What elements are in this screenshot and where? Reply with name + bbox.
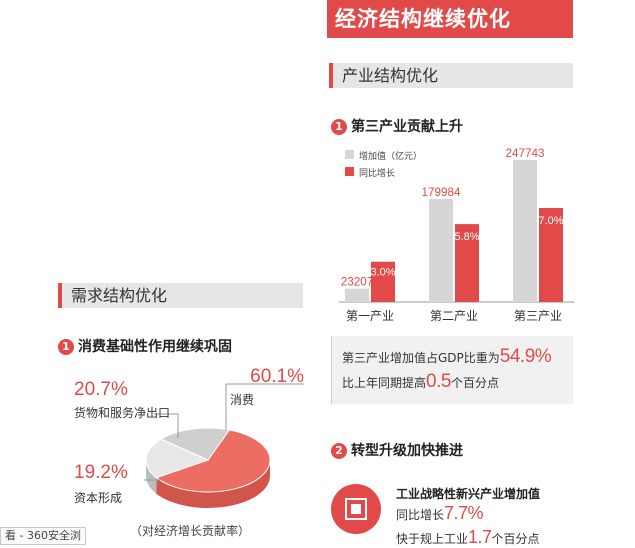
- leader-line: [154, 413, 179, 438]
- main-title: 经济结构继续优化: [327, 0, 573, 38]
- legend-swatch-growth: [345, 167, 354, 176]
- legend-label-growth: 同比增长: [359, 167, 395, 179]
- pie-chart: 60.1% 消费 20.7% 货物和服务净出口 19.2% 资本形成: [74, 366, 304, 508]
- bar-category-label: 第一产业: [346, 309, 394, 323]
- pie-slice-label: 货物和服务净出口: [74, 405, 170, 420]
- industry-item1-title: 第三产业贡献上升: [351, 119, 463, 135]
- pie-slice: [155, 429, 271, 493]
- pie-slice-side: [156, 460, 270, 508]
- section-bar-industry: 产业结构优化: [329, 63, 573, 88]
- chip-icon-frame: [345, 498, 367, 520]
- bar-value: [345, 288, 369, 302]
- industry-item2-heading: 2 转型升级加快推进: [331, 440, 463, 460]
- industry-item2-line2-prefix: 快于规上工业: [396, 532, 469, 546]
- pie-value-label: 60.1%: [250, 366, 304, 387]
- bar-growth: [371, 261, 395, 302]
- section-title-demand: 需求结构优化: [71, 286, 168, 305]
- industry-item2-line1-prefix: 同比增长: [396, 508, 445, 522]
- pie-value-label: 19.2%: [74, 462, 128, 483]
- note-line-1: 第三产业增加值占GDP比重为54.9%: [342, 346, 552, 368]
- number-badge: 2: [331, 443, 347, 459]
- bar-value: [513, 160, 537, 302]
- chip-icon-core: [351, 504, 361, 514]
- browser-tooltip: 看 - 360安全浏: [0, 527, 86, 545]
- note-line1-value: 54.9%: [499, 346, 552, 367]
- industry-item2-line-2: 快于规上工业1.7个百分点: [396, 527, 540, 548]
- industry-item2-line2-suffix: 个百分点: [491, 532, 540, 546]
- legend-label-value: 增加值（亿元）: [359, 150, 422, 162]
- bar-value-label: 247743: [506, 146, 545, 160]
- bar-category-label: 第二产业: [430, 309, 478, 323]
- industry-item2-line1-value: 7.7%: [444, 503, 484, 523]
- demand-item1-title: 消费基础性作用继续巩固: [78, 339, 232, 355]
- bar-value-label: 23207: [341, 275, 374, 289]
- note-line1-prefix: 第三产业增加值占GDP比重为: [342, 351, 500, 365]
- note-line-2: 比上年同期提高0.5个百分点: [342, 371, 499, 393]
- note-line2-prefix: 比上年同期提高: [342, 376, 427, 390]
- bar-growth-label: 5.8%: [454, 231, 479, 243]
- bar-value: [429, 198, 453, 302]
- bar-growth-label: 3.0%: [370, 267, 395, 279]
- bar-growth-label: 7.0%: [538, 215, 563, 227]
- bar-growth: [455, 224, 479, 302]
- leader-line: [225, 383, 304, 430]
- industry-item2-line2-value: 1.7: [468, 527, 492, 547]
- pie-slice: [145, 438, 210, 479]
- industry-item2-title: 转型升级加快推进: [351, 443, 463, 459]
- bar-growth: [539, 208, 563, 302]
- bar-value-label: 179984: [422, 185, 461, 199]
- industry-item2-line-1: 同比增长7.7%: [396, 503, 484, 524]
- pie-slice-label: 资本形成: [74, 491, 122, 505]
- section-title-industry: 产业结构优化: [342, 66, 439, 85]
- section-bar-demand: 需求结构优化: [58, 283, 303, 308]
- note-line2-suffix: 个百分点: [450, 376, 499, 390]
- pie-slice-label: 消费: [230, 393, 254, 407]
- number-badge: 1: [58, 339, 74, 355]
- pie-caption: （对经济增长贡献率）: [130, 524, 251, 538]
- note-line2-value: 0.5: [426, 371, 451, 392]
- legend-swatch-value: [345, 150, 354, 159]
- pie-slice-side: [146, 460, 157, 494]
- industry-item2-subtitle: 工业战略性新兴产业增加值: [396, 487, 541, 501]
- industry-item1-heading: 1 第三产业贡献上升: [331, 116, 463, 136]
- note-box: 第三产业增加值占GDP比重为54.9% 比上年同期提高0.5个百分点: [331, 336, 573, 404]
- bar-category-label: 第三产业: [514, 309, 562, 323]
- demand-item1-heading: 1 消费基础性作用继续巩固: [58, 336, 232, 356]
- number-badge: 1: [331, 119, 347, 135]
- pie-value-label: 20.7%: [74, 379, 128, 400]
